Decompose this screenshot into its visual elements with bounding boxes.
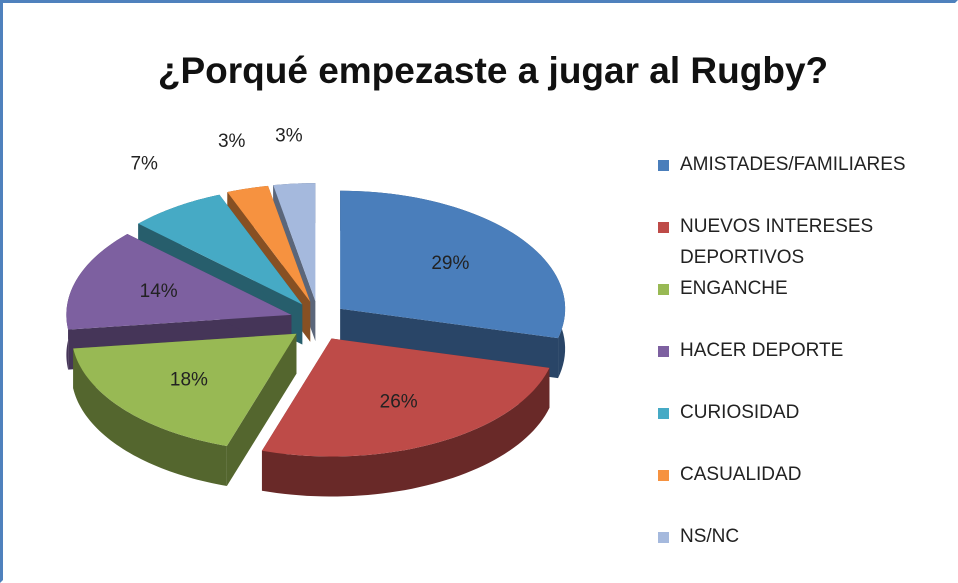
legend-swatch — [658, 532, 669, 543]
slice-top — [138, 194, 303, 305]
legend-swatch — [658, 470, 669, 481]
slice-top — [227, 185, 311, 302]
slice-top — [73, 333, 297, 446]
slice-side — [340, 308, 559, 379]
legend-swatch — [658, 160, 669, 171]
slice — [73, 333, 297, 486]
legend-label: CURIOSIDAD — [680, 402, 800, 423]
legend-item: ENGANCHE — [658, 273, 953, 304]
chart-title: ¿Porqué empezaste a jugar al Rugby? — [158, 50, 828, 91]
legend-item: AMISTADES/FAMILIARES — [658, 149, 953, 180]
slice — [340, 190, 566, 379]
legend-label: CASUALIDAD — [680, 464, 802, 485]
data-label: 7% — [130, 153, 158, 174]
legend-label: NS/NC — [680, 526, 740, 547]
data-label: 14% — [140, 281, 178, 302]
slice-top — [261, 338, 550, 457]
slice-top — [66, 234, 292, 330]
slice-wall — [73, 348, 227, 486]
legend-swatch — [658, 284, 669, 295]
legend-swatch — [658, 222, 669, 233]
data-label: 3% — [275, 125, 303, 146]
slice-wall — [261, 367, 550, 497]
legend-item: NS/NC — [658, 521, 953, 552]
slice-top — [273, 183, 316, 302]
legend-swatch — [658, 408, 669, 419]
legend-label: AMISTADES/FAMILIARES — [680, 154, 906, 175]
legend-label: ENGANCHE — [680, 278, 788, 299]
data-label: 26% — [380, 392, 418, 413]
legend-item: NUEVOS INTERESES DEPORTIVOS — [658, 211, 953, 273]
slice-top — [340, 190, 566, 339]
legend-swatch — [658, 346, 669, 357]
data-label: 18% — [170, 369, 208, 390]
legend-label: HACER DEPORTE — [680, 340, 844, 361]
plot: ¿Porqué empezaste a jugar al Rugby? 29% 2… — [66, 50, 828, 497]
legend-label: NUEVOS INTERESES DEPORTIVOS — [680, 216, 874, 268]
data-label: 29% — [431, 253, 469, 274]
legend-item: CASUALIDAD — [658, 459, 953, 490]
data-label: 3% — [218, 131, 246, 152]
legend-item: HACER DEPORTE — [658, 335, 953, 366]
slice — [261, 338, 550, 497]
legend-item: CURIOSIDAD — [658, 397, 953, 428]
